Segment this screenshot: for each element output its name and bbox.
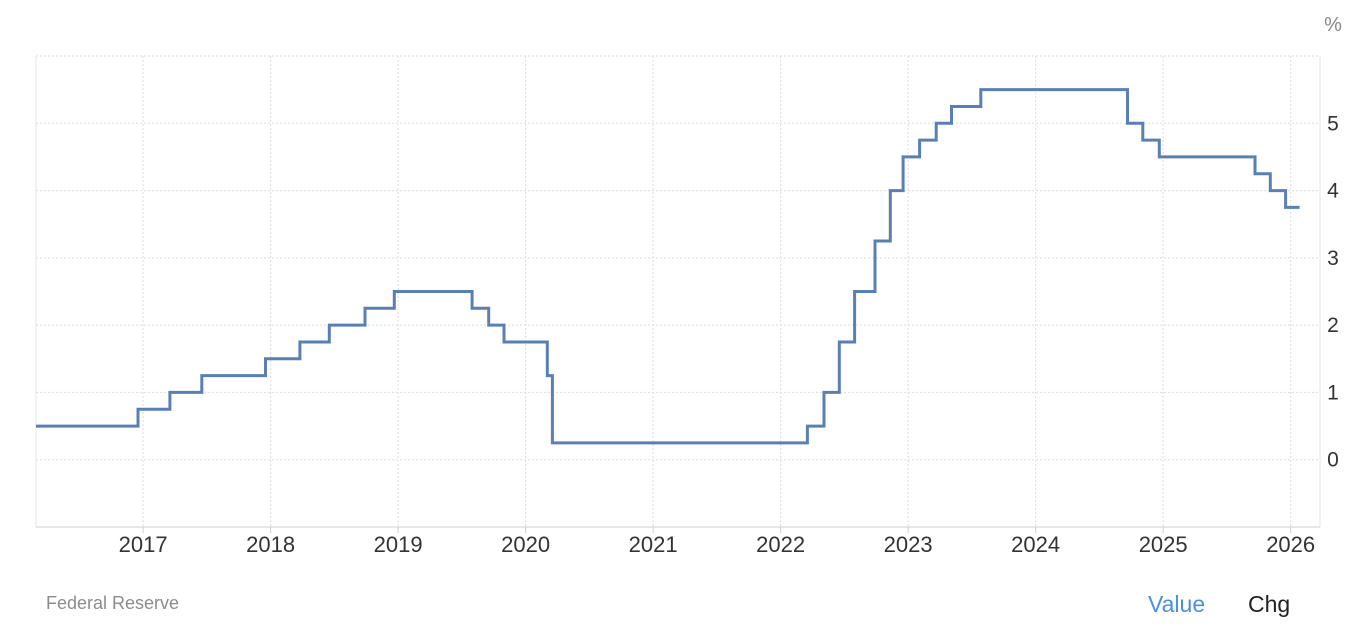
y-tick-label: 2 [1327,314,1339,337]
y-tick-label: 5 [1327,112,1339,135]
y-tick-label: 1 [1327,381,1339,404]
chart-grid [36,55,1320,527]
tab-value[interactable]: Value [1148,591,1206,617]
x-tick-label: 2018 [246,532,295,557]
y-tick-label: 3 [1327,247,1339,270]
x-tick-label: 2020 [501,532,550,557]
x-tick-label: 2024 [1011,532,1060,557]
x-tick-label: 2019 [374,532,423,557]
x-tick-label: 2026 [1266,532,1315,557]
chart-tick-labels: 2017 2018 2019 2020 2021 2022 2023 2024 2025 2026… [119,112,1340,557]
x-tick-label: 2025 [1139,532,1188,557]
chart-series [36,88,1300,445]
x-tick-label: 2023 [884,532,933,557]
tab-chg[interactable]: Chg [1248,591,1291,617]
x-tick-label: 2022 [756,532,805,557]
y-tick-label: 0 [1327,449,1339,472]
x-tick-label: 2017 [119,532,168,557]
series-line [36,88,1300,445]
x-tick-label: 2021 [629,532,678,557]
chart-axes [35,56,1321,533]
source-label: Federal Reserve [46,593,180,613]
y-unit-label: % [1324,14,1342,36]
y-tick-label: 4 [1327,180,1339,203]
